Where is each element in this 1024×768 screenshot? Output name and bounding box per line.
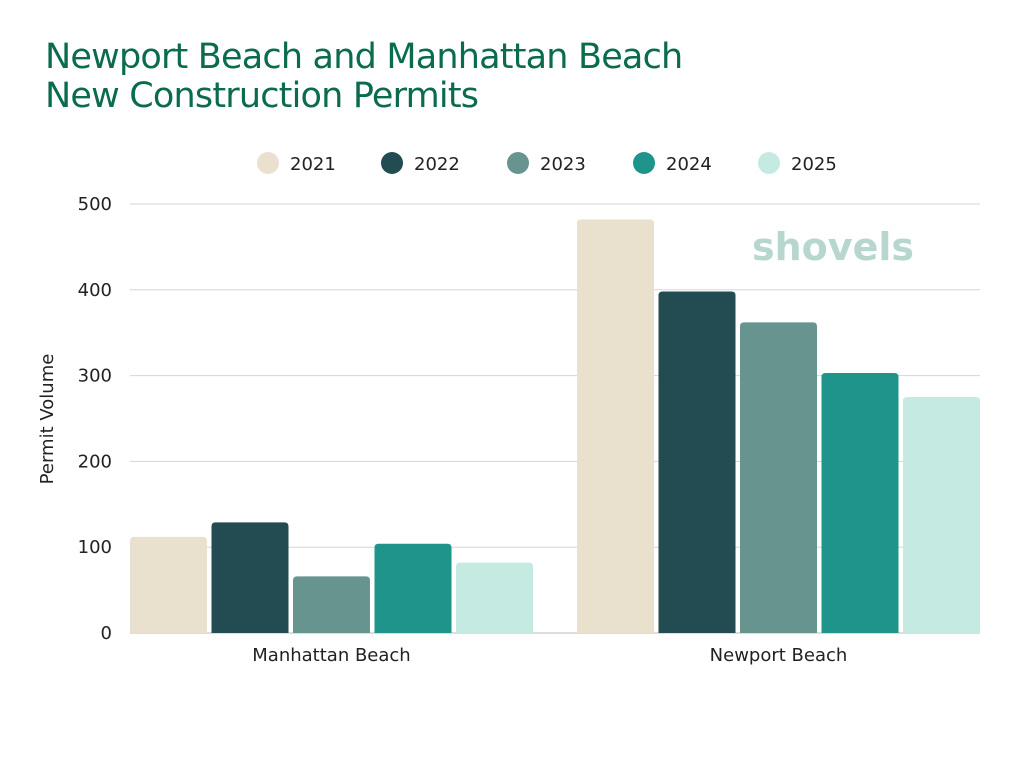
x-tick-label: Newport Beach — [710, 645, 848, 666]
legend-label: 2025 — [791, 154, 837, 175]
y-tick-label: 200 — [78, 451, 112, 472]
legend-label: 2024 — [666, 154, 712, 175]
y-tick-label: 300 — [78, 366, 112, 387]
bar-newport-beach-2024 — [821, 373, 899, 633]
bar-manhattan-beach-2022 — [211, 522, 289, 633]
bar-newport-beach-2025 — [903, 397, 980, 633]
y-tick-label: 400 — [78, 280, 112, 301]
legend-marker — [633, 152, 655, 174]
chart-title: Newport Beach and Manhattan Beach New Co… — [45, 37, 683, 116]
legend-label: 2023 — [540, 154, 586, 175]
legend-marker — [758, 152, 780, 174]
y-axis-label: Permit Volume — [37, 354, 58, 485]
bar-manhattan-beach-2025 — [456, 562, 533, 633]
x-tick-label: Manhattan Beach — [252, 645, 410, 666]
legend-label: 2021 — [290, 154, 336, 175]
shovels-logo: shovels — [752, 225, 914, 269]
y-tick-label: 0 — [101, 623, 112, 644]
bar-manhattan-beach-2023 — [293, 576, 370, 633]
legend-marker — [507, 152, 529, 174]
bar-newport-beach-2022 — [658, 291, 736, 633]
y-tick-label: 500 — [78, 194, 112, 215]
legend-label: 2022 — [414, 154, 460, 175]
chart-title-line-1: Newport Beach and Manhattan Beach — [45, 37, 683, 77]
y-tick-label: 100 — [78, 537, 112, 558]
legend-marker — [381, 152, 403, 174]
bar-manhattan-beach-2021 — [130, 536, 207, 633]
bar-newport-beach-2023 — [740, 322, 817, 633]
bar-newport-beach-2021 — [577, 219, 654, 633]
legend-marker — [257, 152, 279, 174]
bar-manhattan-beach-2024 — [374, 543, 452, 633]
chart-title-line-2: New Construction Permits — [45, 76, 479, 116]
